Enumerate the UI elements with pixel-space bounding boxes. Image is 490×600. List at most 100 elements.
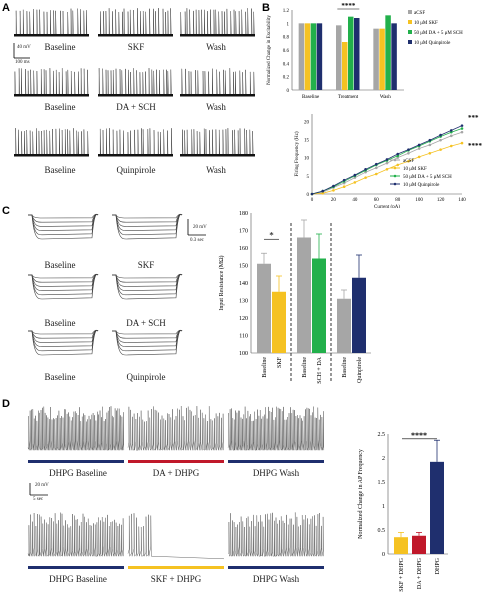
b-bottom-point	[332, 189, 335, 192]
b-top-bar	[385, 15, 391, 90]
a-trace-r1c2	[98, 8, 173, 37]
d-trace-r1c1	[27, 406, 125, 452]
b-bottom-ytick: 0	[307, 193, 310, 198]
b-bottom-point	[449, 134, 453, 138]
c-trace-r2c2-sweep-5	[112, 274, 183, 296]
c-trace-r1c2-sweep-4	[112, 214, 183, 231]
d-condition-bar-r1c2	[128, 460, 224, 463]
b-bottom-xtick: 60	[374, 198, 380, 203]
b-bottom-ylabel: Firing Frequency (Hz)	[295, 131, 300, 176]
b-bottom-significance-2: ****	[468, 142, 483, 150]
d-bar	[412, 535, 426, 554]
b-top-legend-swatch	[408, 10, 412, 14]
d-bar	[394, 537, 408, 554]
b-top-legend-swatch	[408, 20, 412, 24]
c-xtick: SKF	[277, 356, 283, 368]
b-bottom-xtick: 140	[458, 198, 466, 203]
d-label-r1c3: DHPG Wash	[252, 468, 300, 478]
b-top-xtick: Wash	[380, 95, 391, 100]
b-bottom-point	[353, 181, 357, 184]
panel-letter-b: B	[262, 2, 270, 14]
panel-letter-d: D	[2, 398, 10, 410]
c-trace-r3c2-sweep-6	[112, 330, 183, 356]
panel-d-traces	[27, 405, 325, 569]
b-bottom-point	[428, 138, 432, 142]
b-top-bar	[310, 23, 317, 90]
b-bottom-point	[332, 184, 335, 188]
b-bottom-legend-label: 10 μM Quinpirole	[403, 183, 440, 188]
a-label-r3c2: Quinpirole	[116, 165, 156, 175]
b-bottom-point	[396, 156, 400, 159]
c-ytick: 110	[239, 334, 248, 340]
b-bottom-point	[449, 129, 453, 132]
a-trace-r1c3-baseline	[180, 34, 255, 37]
b-bottom-xtick: 20	[331, 198, 337, 203]
c-bar	[257, 263, 271, 353]
b-top-legend-label: 10 μM Quinpirole	[414, 41, 451, 46]
d-ytick: 1	[382, 504, 385, 510]
a-trace-r3c2-baseline	[98, 154, 173, 157]
b-bottom-legend-label: aCSF	[403, 159, 414, 164]
b-bottom-point	[342, 181, 346, 185]
b-bottom-point	[417, 155, 421, 159]
c-trace-r2c1-sweep-4	[28, 274, 99, 291]
c-bar	[337, 298, 351, 353]
a-label-r3c1: Baseline	[44, 165, 76, 175]
c-trace-r3c1-sweep-3	[28, 330, 99, 343]
c-ytick: 180	[239, 211, 248, 217]
a-trace-r1c1-baseline	[14, 34, 89, 37]
b-bottom-ytick: 20	[304, 120, 310, 125]
c-trace-r3c2-sweep-5	[112, 330, 183, 352]
a-trace-r1c3	[180, 8, 255, 37]
b-bottom-xtick: 80	[395, 198, 401, 203]
c-bar	[272, 291, 286, 353]
b-bottom-legend-label: 50 μM DA + 5 μM SCH	[403, 175, 452, 180]
d-trace-r2c1	[27, 512, 124, 557]
c-xtick: Quinpirole	[357, 357, 363, 383]
c-trace-r1c1-sweep-3	[28, 214, 99, 227]
d-ytick: 0.5	[378, 528, 386, 534]
b-top-legend-label: aCSF	[414, 11, 425, 16]
d-label-r1c2: DA + DHPG	[152, 468, 200, 478]
d-ytick: 2.5	[378, 432, 386, 438]
b-bottom-xtick: 120	[437, 198, 445, 203]
c-trace-r2c1-sweep-3	[28, 274, 99, 287]
d-condition-bar-r1c1	[28, 460, 124, 463]
a-scale-mv: 40 mV	[17, 45, 31, 50]
b-bottom-point	[353, 176, 357, 179]
c-xtick: SCH + DA	[317, 356, 323, 383]
a-label-r1c3: Wash	[206, 42, 226, 52]
chart-b-bottom: 0 5 10 15 20 0 20 40 60 80 100 120 140 Current (pA) Fi…	[295, 114, 483, 208]
c-label-r2c2: DA + SCH	[126, 318, 166, 328]
c-xtick: Baseline	[342, 357, 348, 378]
a-trace-r2c2-baseline	[98, 94, 173, 97]
b-top-bar	[342, 42, 348, 90]
b-bottom-point	[321, 189, 325, 193]
b-top-ylabel: Normalized Change in Excitability	[267, 15, 272, 85]
c-label-r1c1: Baseline	[44, 260, 76, 270]
b-bottom-point	[417, 147, 421, 150]
d-condition-bar-r2c3	[228, 566, 324, 569]
panel-letter-c: C	[2, 205, 10, 217]
c-trace-r2c2-sweep-3	[112, 274, 183, 287]
b-bottom-point	[342, 185, 346, 189]
b-bottom-point	[374, 166, 378, 170]
panel-letter-a: A	[2, 2, 10, 14]
d-label-r2c1: DHPG Baseline	[49, 574, 107, 584]
b-bottom-point	[407, 151, 410, 155]
b-bottom-point	[342, 178, 346, 182]
b-bottom-point	[439, 138, 442, 142]
b-bottom-point	[310, 192, 314, 196]
a-trace-r3c3-baseline	[180, 154, 255, 157]
c-significance: *	[269, 230, 274, 240]
a-trace-r3c1	[14, 128, 89, 157]
d-trace-r1c3	[227, 406, 325, 452]
c-trace-r1c1-sweep-1	[28, 213, 99, 219]
b-bottom-point	[428, 143, 432, 147]
c-scale-mv: 20 mV	[193, 225, 207, 230]
c-bar	[297, 237, 311, 353]
b-top-bar	[298, 23, 305, 90]
b-bottom-point	[449, 130, 453, 134]
c-trace-r2c1-sweep-6	[28, 274, 99, 300]
a-label-r1c1: Baseline	[44, 42, 76, 52]
